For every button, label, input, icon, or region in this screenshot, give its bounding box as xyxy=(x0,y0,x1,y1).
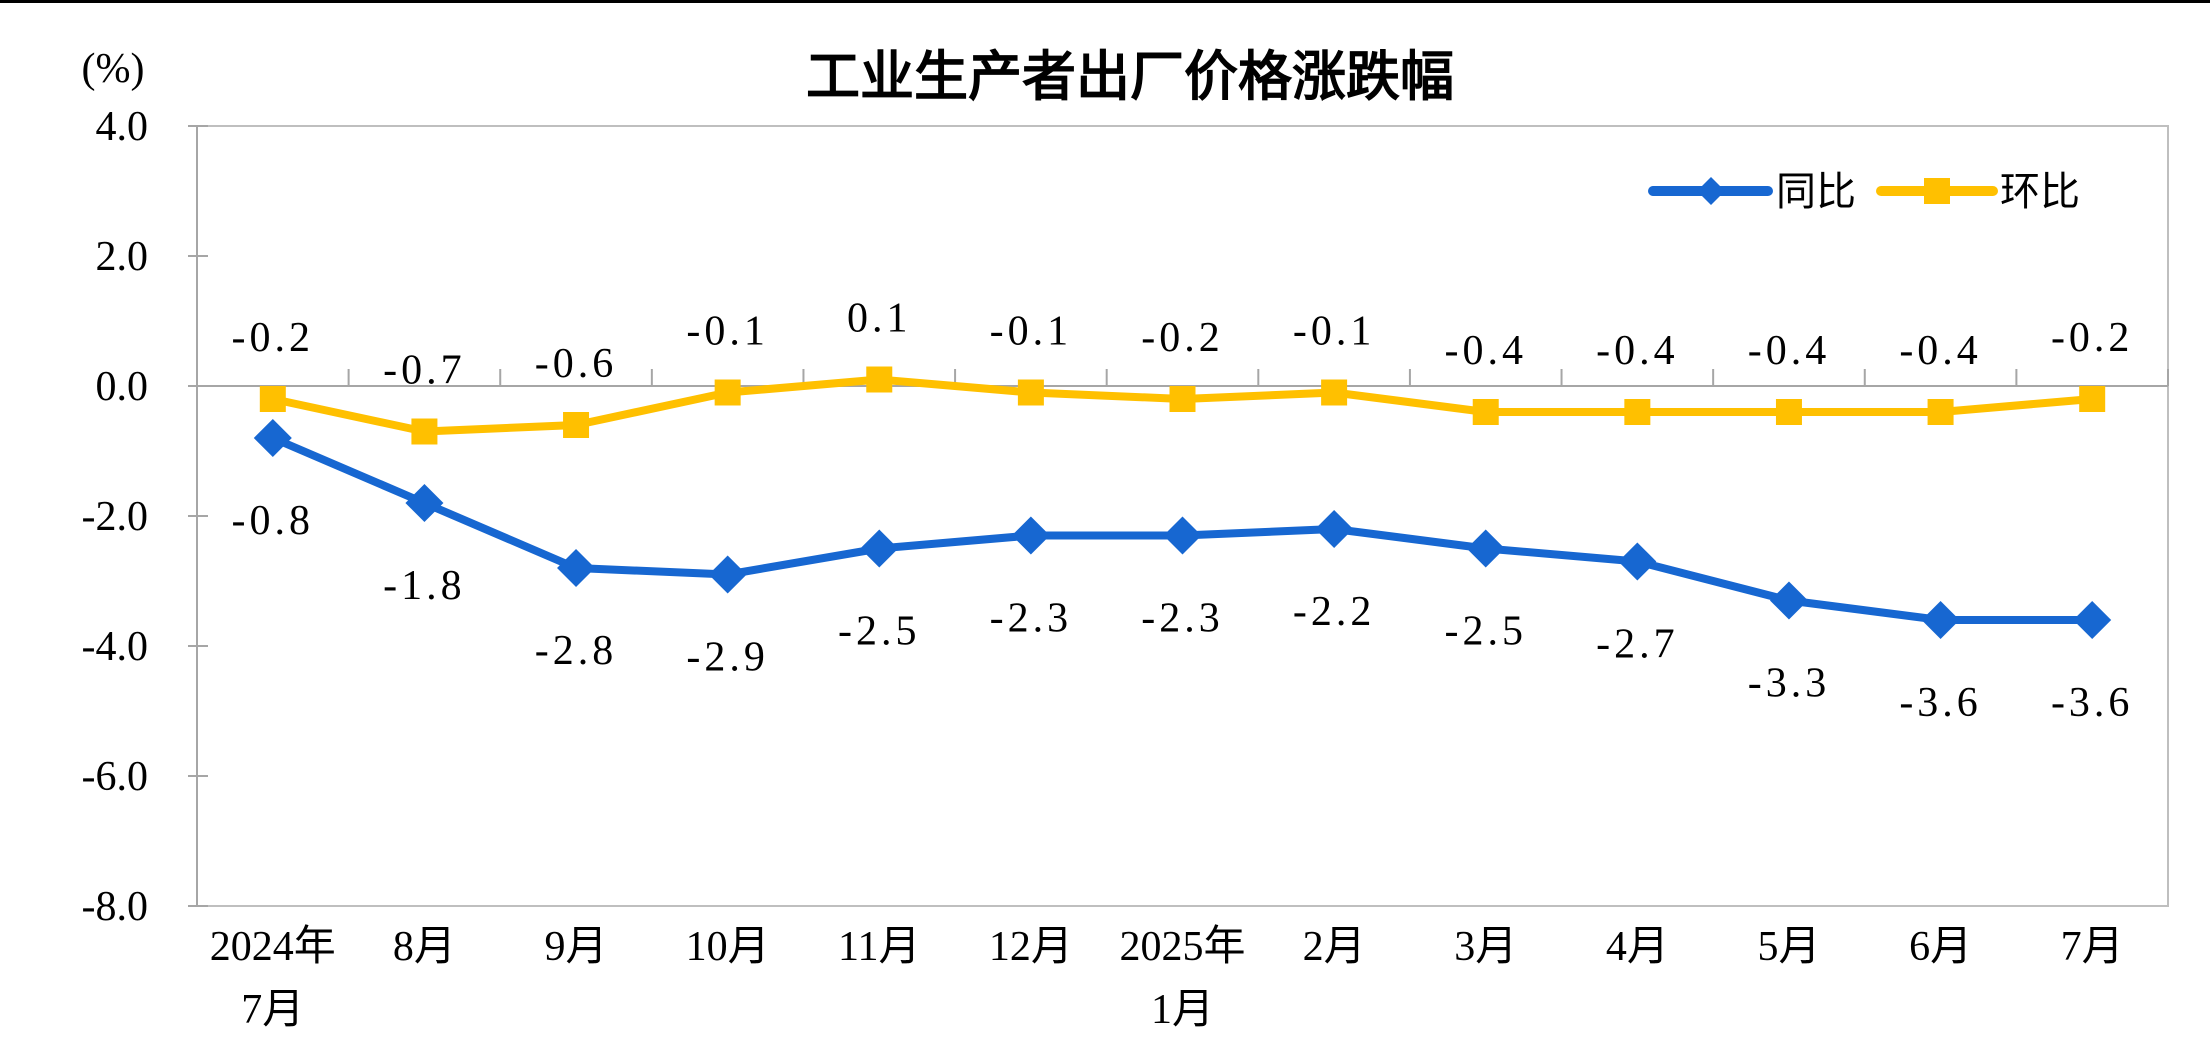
x-category-label: 2月 xyxy=(1303,924,1366,970)
data-label: -2.3 xyxy=(990,596,1073,642)
data-label: -0.2 xyxy=(1141,315,1224,361)
legend-item-label: 环比 xyxy=(2000,169,2080,214)
legend-swatch-marker xyxy=(1697,177,1725,205)
series-mom-marker xyxy=(1927,399,1954,425)
y-tick-label: -4.0 xyxy=(82,624,149,670)
data-label: -3.6 xyxy=(2051,680,2134,726)
series-yoy-marker xyxy=(1315,510,1354,548)
data-label: -0.4 xyxy=(1899,328,1982,374)
x-category-label: 8月 xyxy=(393,924,456,970)
x-category-label: 5月 xyxy=(1757,924,1820,970)
series-yoy-marker xyxy=(1163,516,1202,555)
x-category-label: 3月 xyxy=(1454,924,1517,970)
series-yoy-marker xyxy=(1618,542,1657,581)
series-mom-marker xyxy=(714,379,741,406)
image-top-border xyxy=(0,0,2210,3)
legend-item-label: 同比 xyxy=(1776,169,1856,214)
data-label: -3.3 xyxy=(1748,661,1831,707)
data-label: -2.2 xyxy=(1293,589,1376,635)
data-label: -0.7 xyxy=(383,348,466,394)
x-category-label: 11月 xyxy=(838,924,920,970)
data-label: -0.4 xyxy=(1444,328,1527,374)
y-tick-label: -8.0 xyxy=(82,884,149,930)
x-category-label: 7月 xyxy=(241,987,304,1033)
data-label: -0.1 xyxy=(990,309,1073,355)
x-category-label: 4月 xyxy=(1606,924,1669,970)
x-category-label: 1月 xyxy=(1151,987,1214,1033)
data-label: -1.8 xyxy=(383,563,466,609)
data-label: -2.7 xyxy=(1596,622,1679,668)
y-tick-label: 2.0 xyxy=(96,234,149,280)
series-yoy-marker xyxy=(860,529,899,568)
series-yoy-marker xyxy=(1921,601,1960,639)
y-tick-label: -6.0 xyxy=(82,754,149,800)
data-label: -0.4 xyxy=(1596,328,1679,374)
data-label: -0.2 xyxy=(2051,315,2134,361)
y-axis-ticks: 4.0 2.0 0.0 -2.0 -4.0 -6.0 -8.0 xyxy=(82,104,208,930)
series-mom-marker xyxy=(1472,399,1499,425)
series-mom: -0.2 -0.7 -0.6 -0.1 0.1 -0.1 -0.2 -0.1 -0.4 -0.4 -… xyxy=(232,296,2134,445)
x-category-label: 7月 xyxy=(2061,924,2124,970)
series-mom-marker xyxy=(563,412,590,438)
chart-title: 工业生产者出厂价格涨跌幅 xyxy=(806,47,1454,107)
y-axis-unit-label: (%) xyxy=(82,46,145,92)
data-label: -3.6 xyxy=(1899,680,1982,726)
series-mom-marker xyxy=(1321,379,1348,406)
series-mom-data-labels: -0.2 -0.7 -0.6 -0.1 0.1 -0.1 -0.2 -0.1 -0.4 -0.4 -… xyxy=(232,296,2134,394)
series-mom-marker xyxy=(259,386,286,412)
series-yoy-marker xyxy=(1769,581,1808,620)
plot-area: 4.0 2.0 0.0 -2.0 -4.0 -6.0 -8.0 2024年 7月 8月 9月 10月 1… xyxy=(82,104,2169,1033)
y-tick-label: 0.0 xyxy=(96,364,149,410)
series-yoy-marker xyxy=(405,484,444,522)
series-yoy: -0.8 -1.8 -2.8 -2.9 -2.5 -2.3 -2.3 -2.2 -2.5 -2.7… xyxy=(232,419,2134,726)
legend-item-yoy: 同比 xyxy=(1648,169,1856,214)
x-category-label: 6月 xyxy=(1909,924,1972,970)
series-mom-marker xyxy=(1775,399,1802,425)
series-yoy-marker xyxy=(1011,516,1050,555)
data-label: -0.4 xyxy=(1748,328,1831,374)
series-mom-marker xyxy=(866,366,893,393)
series-mom-marker xyxy=(411,418,438,445)
series-mom-marker xyxy=(1169,386,1196,412)
series-yoy-data-labels: -0.8 -1.8 -2.8 -2.9 -2.5 -2.3 -2.3 -2.2 -2.5 -2.7… xyxy=(232,498,2134,726)
data-label: -0.8 xyxy=(232,498,315,544)
series-yoy-marker xyxy=(557,549,596,587)
data-label: 0.1 xyxy=(847,296,912,342)
series-mom-marker xyxy=(1017,379,1044,406)
series-yoy-marker xyxy=(2073,601,2112,639)
x-category-label: 9月 xyxy=(545,924,608,970)
data-label: -2.3 xyxy=(1141,596,1224,642)
series-mom-marker xyxy=(1624,399,1651,425)
y-tick-label: 4.0 xyxy=(96,104,149,150)
series-mom-marker xyxy=(2079,386,2106,412)
x-axis-labels: 2024年 7月 8月 9月 10月 11月 12月 2025年 1月 2月 3月 4月 5月 6月 7月 xyxy=(210,923,2124,1033)
data-label: -0.6 xyxy=(535,341,618,387)
x-axis-ticks xyxy=(196,369,2169,386)
x-category-label: 12月 xyxy=(989,924,1073,970)
x-category-label: 2024年 xyxy=(210,923,336,970)
series-yoy-marker xyxy=(253,419,292,457)
legend: 同比 环比 xyxy=(1648,169,2080,214)
data-label: -2.8 xyxy=(535,628,618,674)
plot-frame xyxy=(196,125,2169,907)
legend-item-mom: 环比 xyxy=(1876,169,2080,214)
y-tick-label: -2.0 xyxy=(82,494,149,540)
data-label: -0.2 xyxy=(232,315,315,361)
data-label: -2.9 xyxy=(686,635,769,681)
data-label: -0.1 xyxy=(686,309,769,355)
data-label: -2.5 xyxy=(1444,609,1527,655)
series-yoy-marker xyxy=(708,555,747,594)
data-label: -2.5 xyxy=(838,609,921,655)
x-category-label: 10月 xyxy=(686,924,770,970)
legend-swatch-marker xyxy=(1924,178,1950,204)
data-label: -0.1 xyxy=(1293,309,1376,355)
x-category-label: 2025年 xyxy=(1119,923,1245,970)
series-yoy-marker xyxy=(1466,529,1505,568)
